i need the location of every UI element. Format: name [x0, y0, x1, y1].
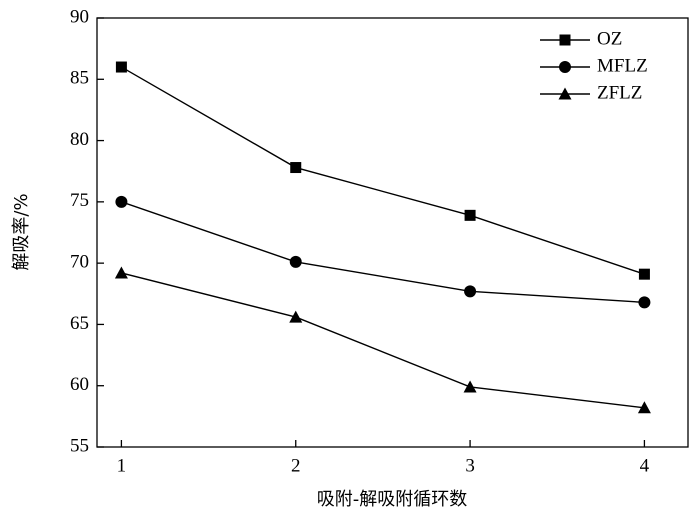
- plot-frame: [96, 17, 689, 448]
- series-line: [121, 201, 645, 304]
- marker: [290, 162, 302, 174]
- y-tick-label: 60: [70, 374, 89, 395]
- series-line: [121, 66, 645, 275]
- y-tick-label: 65: [70, 313, 89, 334]
- marker: [464, 209, 476, 221]
- marker: [115, 195, 128, 208]
- marker: [559, 34, 571, 46]
- y-axis-label: 解吸率/%: [11, 193, 32, 270]
- marker: [464, 285, 477, 298]
- y-tick-label: 80: [70, 129, 89, 150]
- y-tick-label: 70: [70, 252, 89, 273]
- y-tick-label: 90: [70, 6, 89, 27]
- legend-label: ZFLZ: [597, 82, 642, 103]
- legend-label: OZ: [597, 28, 622, 49]
- marker: [638, 296, 651, 309]
- marker: [638, 268, 650, 280]
- marker: [114, 266, 128, 279]
- marker: [559, 61, 571, 73]
- x-tick-label: 3: [465, 455, 475, 476]
- marker: [289, 310, 303, 323]
- marker: [637, 401, 651, 414]
- x-axis-label: 吸附-解吸附循环数: [317, 489, 468, 510]
- legend-label: MFLZ: [597, 55, 648, 76]
- x-tick-label: 2: [291, 455, 301, 476]
- marker: [289, 255, 302, 268]
- y-tick-label: 55: [70, 435, 89, 456]
- y-tick-label: 85: [70, 68, 89, 89]
- marker: [115, 61, 127, 73]
- y-tick-label: 75: [70, 190, 89, 211]
- marker: [558, 87, 572, 100]
- x-tick-label: 1: [117, 455, 127, 476]
- series-line: [121, 272, 645, 409]
- marker: [463, 380, 477, 393]
- x-tick-label: 4: [640, 455, 650, 476]
